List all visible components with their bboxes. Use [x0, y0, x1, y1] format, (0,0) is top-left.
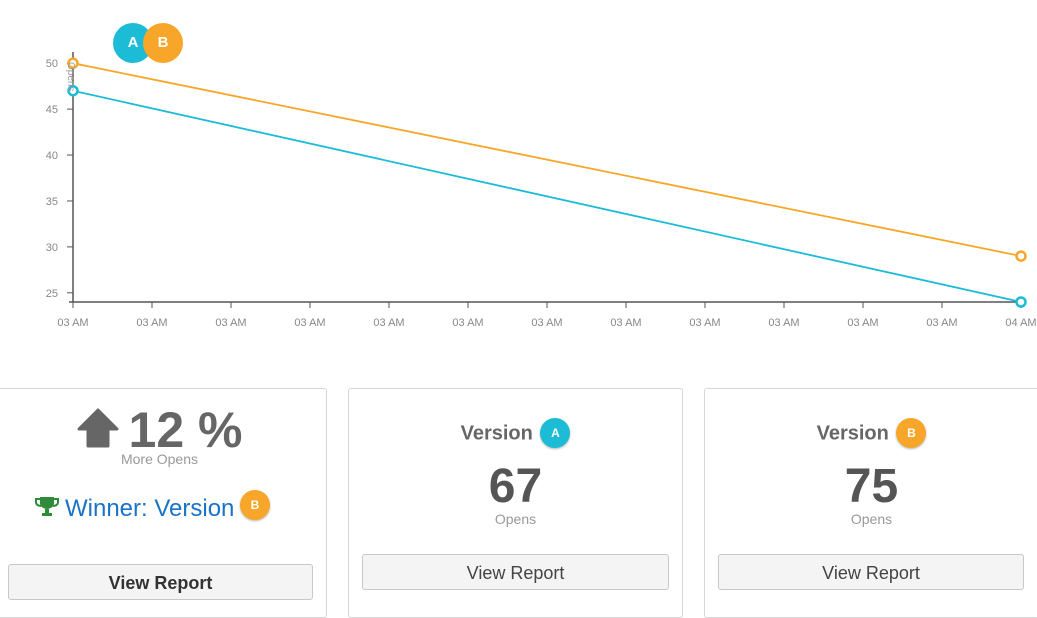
x-tick-label: 03 AM	[610, 317, 641, 329]
trophy-icon	[35, 495, 59, 524]
version-a-title-text: Version	[460, 422, 533, 445]
winner-badge: B	[240, 490, 270, 520]
y-tick-label: 30	[46, 242, 58, 254]
x-tick-label: 03 AM	[136, 317, 167, 329]
x-tick-label: 03 AM	[847, 317, 878, 329]
version-a-badge: A	[540, 418, 571, 448]
series-line-b	[72, 62, 1022, 257]
version-b-opens-caption: Opens	[850, 511, 893, 527]
version-b-badge: B	[896, 418, 927, 448]
data-point-a	[1015, 296, 1027, 308]
x-tick-label: 03 AM	[689, 317, 720, 329]
x-tick-label: 03 AM	[926, 317, 957, 329]
winner-label[interactable]: Winner: Version B	[35, 490, 270, 524]
legend-version-b[interactable]: B	[143, 23, 183, 63]
series-line-a	[72, 89, 1022, 303]
opens-chart: 25 30 35 40 45 50 03 AM 03 AM 03 AM 03 AM 03 AM 03 …	[46, 23, 1037, 329]
y-tick-label: 35	[46, 196, 58, 208]
y-tick-label: 50	[46, 58, 58, 70]
x-tick-label: 03 AM	[294, 317, 325, 329]
x-tick-label: 03 AM	[215, 317, 246, 329]
winner-text: Winner: Version	[65, 495, 235, 522]
x-tick-label: 03 AM	[768, 317, 799, 329]
x-tick-label: 04 AM	[1005, 317, 1036, 329]
version-a-opens-caption: Opens	[494, 511, 537, 527]
version-b-title: Version B	[705, 418, 1037, 449]
data-point-b	[1015, 250, 1027, 262]
version-a-title: Version A	[349, 418, 682, 449]
version-a-opens-count: 67	[488, 460, 543, 513]
data-point-a	[67, 84, 79, 97]
arrow-up-icon	[77, 408, 119, 453]
x-tick-label: 03 AM	[57, 317, 88, 329]
percent-change: 12 %	[0, 401, 326, 459]
version-a-view-report-button[interactable]: View Report	[362, 554, 669, 590]
x-tick-label: 03 AM	[452, 317, 483, 329]
version-b-title-text: Version	[816, 422, 889, 445]
version-b-card: Version B 75 Opens View Report	[704, 388, 1037, 618]
percent-caption: More Opens	[120, 451, 199, 467]
y-axis-label: Opens	[65, 62, 76, 92]
version-b-opens-count: 75	[844, 460, 899, 513]
x-tick-label: 03 AM	[531, 317, 562, 329]
data-point-b	[67, 57, 79, 69]
version-a-card: Version A 67 Opens View Report	[348, 388, 683, 618]
y-tick-label: 25	[46, 288, 58, 300]
chart-legend: A B	[113, 23, 185, 63]
view-report-button[interactable]: View Report	[8, 564, 313, 600]
line-chart-svg: 25 30 35 40 45 50 03 AM 03 AM 03 AM 03 AM 03 AM 03 …	[46, 52, 1037, 329]
winner-summary-card: 12 % More Opens Winner: Version B View R…	[0, 388, 327, 618]
y-tick-label: 40	[46, 150, 58, 162]
percent-value: 12 %	[128, 402, 243, 458]
x-tick-label: 03 AM	[373, 317, 404, 329]
y-tick-label: 45	[46, 104, 58, 116]
version-b-view-report-button[interactable]: View Report	[718, 554, 1024, 590]
